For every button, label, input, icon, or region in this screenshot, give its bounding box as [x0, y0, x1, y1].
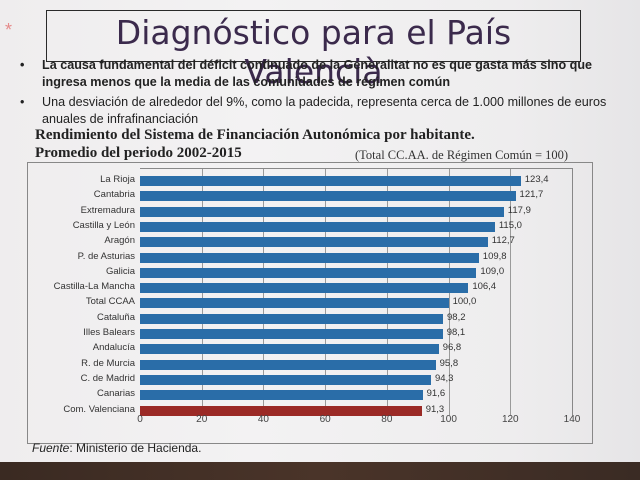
value-label: 98,2 [447, 311, 466, 323]
table-surface [0, 462, 640, 480]
category-label: C. de Madrid [80, 372, 135, 384]
category-label: Galicia [105, 265, 135, 277]
value-label: 117,9 [507, 204, 531, 216]
value-label: 115,0 [498, 219, 522, 231]
bar [140, 359, 436, 370]
category-label: Castilla y León [72, 219, 135, 231]
value-label: 121,7 [519, 189, 544, 201]
x-tick-label: 100 [440, 414, 457, 425]
category-label: La Rioja [100, 174, 135, 185]
x-tick-label: 20 [196, 414, 208, 425]
x-tick-label: 80 [381, 414, 393, 425]
bar [140, 221, 495, 232]
value-label: 123,4 [524, 174, 549, 185]
value-label: 109,0 [480, 265, 505, 277]
category-label: R. de Murcia [81, 357, 135, 369]
x-tick-label: 120 [501, 414, 519, 425]
value-label: 91,6 [426, 388, 446, 400]
chart-title: Rendimiento del Sistema de Financiación … [35, 127, 475, 143]
chart-frame [27, 162, 593, 444]
category-label: Illes Balears [83, 327, 135, 338]
category-label: Aragón [104, 235, 135, 247]
bar [140, 329, 443, 339]
category-label: Castilla-La Mancha [53, 281, 135, 293]
bar [140, 176, 521, 186]
value-label: 100,0 [452, 296, 477, 308]
bar [140, 313, 444, 324]
value-label: 106,4 [472, 281, 497, 293]
bar [140, 267, 477, 278]
category-label: Cantabria [93, 189, 135, 201]
value-label: 94,3 [434, 372, 454, 384]
bar [140, 237, 488, 248]
bullet-dot: • [20, 58, 25, 72]
value-label: 112,7 [491, 235, 515, 247]
bar [140, 283, 469, 294]
bar [140, 252, 479, 263]
title-box: Diagnóstico para el País Valencià [46, 10, 581, 91]
x-tick-label: 140 [563, 414, 581, 425]
source-note: Fuente: Ministerio de Hacienda. [32, 441, 201, 455]
bar [140, 206, 504, 217]
bar [140, 390, 423, 401]
slide-title: Diagnóstico para el País Valencià [115, 13, 512, 91]
category-label: Canarias [96, 388, 135, 400]
bar [140, 374, 431, 385]
slide-paper [0, 0, 640, 465]
handwritten-star-mark: * [5, 20, 13, 40]
value-label: 98,1 [446, 327, 466, 338]
value-label: 109,8 [482, 250, 507, 262]
category-label: Total CCAA [85, 296, 135, 308]
value-label: 95,8 [439, 357, 459, 369]
x-tick-label: 0 [137, 414, 143, 425]
value-label: 96,8 [442, 342, 462, 354]
bar [140, 191, 516, 202]
bar [140, 298, 449, 309]
bullet-dot: • [20, 95, 25, 109]
category-label: Andalucía [92, 342, 135, 354]
category-label: P. de Asturias [77, 250, 135, 262]
bullet-1: • La causa fundamental del déficit conti… [20, 57, 620, 91]
source-text: : Ministerio de Hacienda. [69, 441, 202, 455]
category-label: Extremadura [80, 204, 135, 216]
bar [140, 344, 439, 355]
category-label: Cataluña [96, 311, 135, 323]
bar-highlight [140, 405, 422, 416]
gridline [510, 169, 512, 415]
x-tick-label: 40 [257, 414, 269, 425]
value-label: 91,3 [425, 403, 445, 415]
bullet-1-text: La causa fundamental del déficit continu… [42, 58, 593, 89]
bullet-2-text: Una desviación de alrededor del 9%, como… [42, 95, 607, 126]
bullet-2: • Una desviación de alrededor del 9%, co… [20, 94, 620, 128]
chart-subtitle: Promedio del periodo 2002-2015 [35, 145, 242, 161]
chart-note: (Total CC.AA. de Régimen Común = 100) [355, 148, 569, 162]
category-label: Com. Valenciana [63, 403, 135, 415]
x-tick-label: 60 [319, 414, 331, 425]
source-label: Fuente [32, 441, 70, 455]
